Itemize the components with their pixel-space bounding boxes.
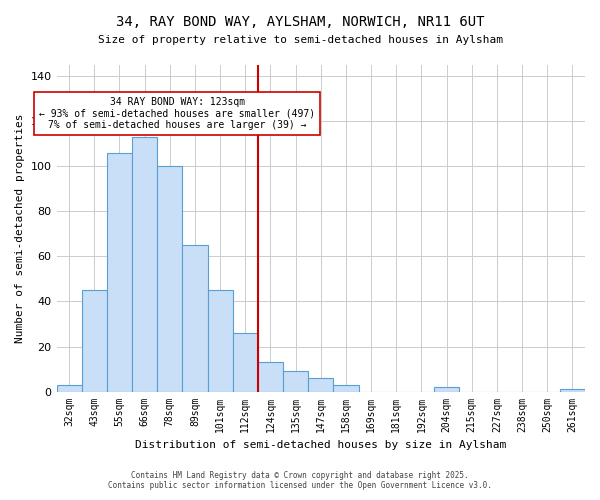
Text: 34, RAY BOND WAY, AYLSHAM, NORWICH, NR11 6UT: 34, RAY BOND WAY, AYLSHAM, NORWICH, NR11… <box>116 15 484 29</box>
Bar <box>233 333 258 392</box>
Bar <box>208 290 233 392</box>
Bar <box>56 385 82 392</box>
Bar <box>132 137 157 392</box>
Text: 34 RAY BOND WAY: 123sqm
← 93% of semi-detached houses are smaller (497)
7% of se: 34 RAY BOND WAY: 123sqm ← 93% of semi-de… <box>39 96 316 130</box>
Bar <box>107 153 132 392</box>
Bar <box>258 362 283 392</box>
Bar <box>82 290 107 392</box>
Y-axis label: Number of semi-detached properties: Number of semi-detached properties <box>15 114 25 343</box>
Bar <box>560 390 585 392</box>
Bar <box>334 385 359 392</box>
Text: Size of property relative to semi-detached houses in Aylsham: Size of property relative to semi-detach… <box>97 35 503 45</box>
Bar <box>308 378 334 392</box>
Bar <box>182 245 208 392</box>
Bar <box>157 166 182 392</box>
X-axis label: Distribution of semi-detached houses by size in Aylsham: Distribution of semi-detached houses by … <box>135 440 506 450</box>
Bar <box>434 387 459 392</box>
Bar <box>283 372 308 392</box>
Text: Contains HM Land Registry data © Crown copyright and database right 2025.
Contai: Contains HM Land Registry data © Crown c… <box>108 470 492 490</box>
